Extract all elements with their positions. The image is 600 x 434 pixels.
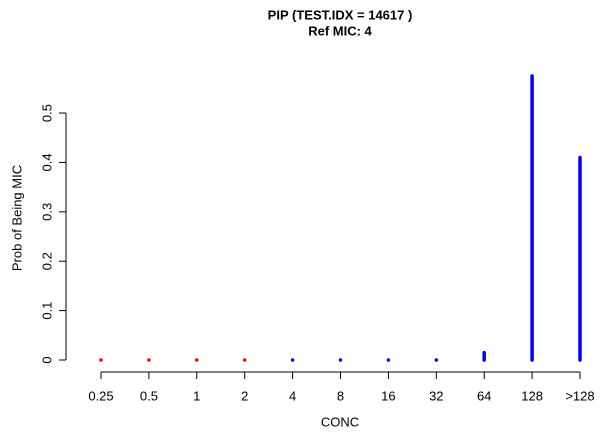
x-axis-label: CONC — [321, 414, 359, 429]
y-tick-label: 0.3 — [39, 203, 54, 221]
x-tick-label: 8 — [337, 388, 344, 403]
chart-title: PIP (TEST.IDX = 14617 ) — [268, 7, 413, 22]
y-tick-label: 0.4 — [39, 153, 54, 171]
x-tick-label: 0.5 — [140, 388, 158, 403]
x-tick-label: 16 — [381, 388, 395, 403]
y-tick-label: 0.1 — [39, 302, 54, 320]
x-tick-label: 2 — [241, 388, 248, 403]
y-tick-label: 0 — [39, 356, 54, 363]
x-tick-label: 0.25 — [88, 388, 113, 403]
x-tick-label: 128 — [521, 388, 543, 403]
y-axis-label: Prob of Being MIC — [9, 165, 24, 271]
x-tick-label: 32 — [429, 388, 443, 403]
y-tick-label: 0.2 — [39, 252, 54, 270]
y-tick-label: 0.5 — [39, 104, 54, 122]
x-tick-label: 1 — [193, 388, 200, 403]
x-tick-label: 64 — [477, 388, 491, 403]
x-tick-label: 4 — [289, 388, 296, 403]
x-tick-label: >128 — [565, 388, 594, 403]
chart-subtitle: Ref MIC: 4 — [308, 23, 372, 38]
